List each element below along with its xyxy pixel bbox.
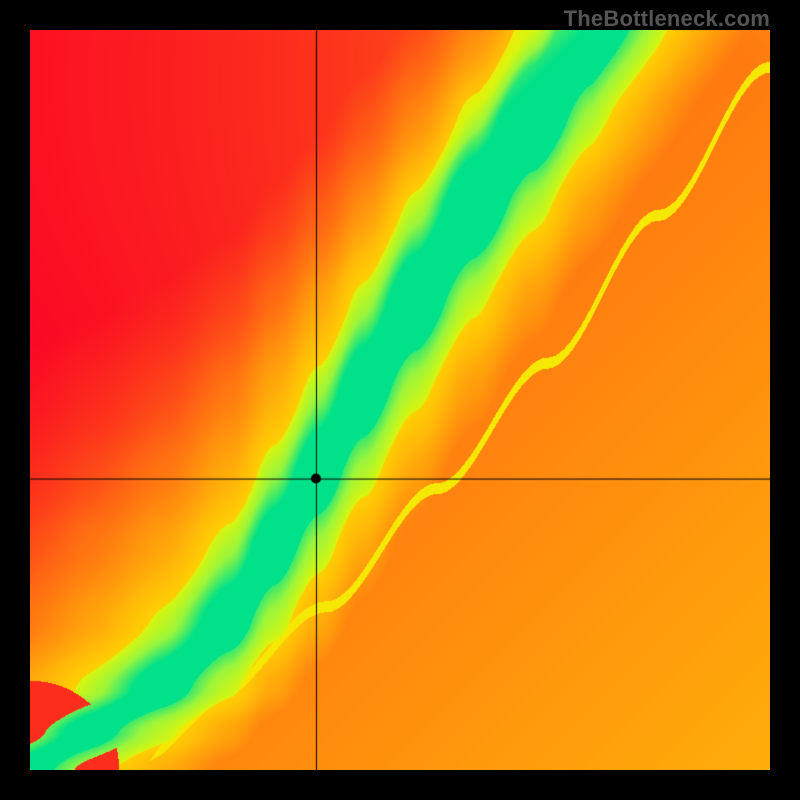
watermark-text: TheBottleneck.com [564,6,770,32]
heatmap-plot [30,30,770,770]
chart-frame: TheBottleneck.com [0,0,800,800]
heatmap-canvas [30,30,770,770]
